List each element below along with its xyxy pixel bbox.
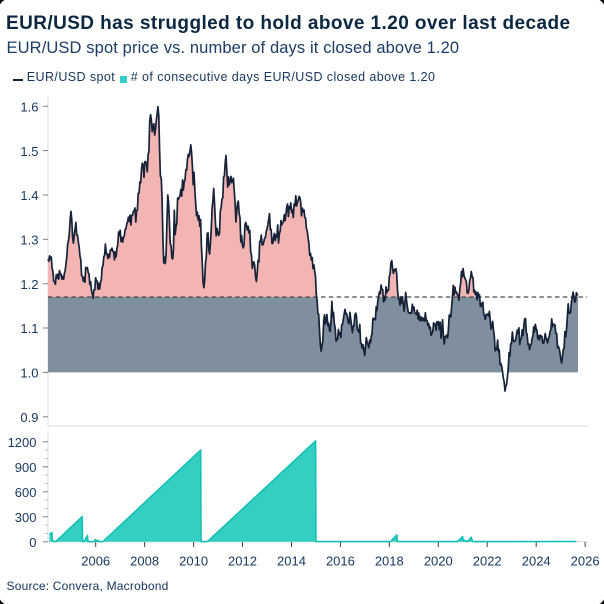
- svg-text:900: 900: [15, 460, 37, 475]
- svg-text:1.4: 1.4: [20, 188, 38, 203]
- svg-text:2016: 2016: [326, 554, 355, 569]
- svg-text:1.2: 1.2: [20, 277, 38, 292]
- svg-text:2026: 2026: [571, 554, 600, 569]
- svg-text:2010: 2010: [179, 554, 208, 569]
- svg-text:2008: 2008: [130, 554, 159, 569]
- svg-text:2018: 2018: [375, 554, 404, 569]
- svg-text:0: 0: [29, 535, 36, 550]
- svg-text:0.9: 0.9: [20, 410, 38, 425]
- svg-text:300: 300: [15, 510, 37, 525]
- svg-text:2022: 2022: [473, 554, 502, 569]
- svg-text:1.6: 1.6: [20, 100, 38, 115]
- svg-text:2014: 2014: [277, 554, 306, 569]
- svg-text:2012: 2012: [228, 554, 257, 569]
- svg-text:1.5: 1.5: [20, 144, 38, 159]
- svg-text:1200: 1200: [8, 435, 37, 450]
- svg-text:2006: 2006: [81, 554, 110, 569]
- svg-text:1.3: 1.3: [20, 233, 38, 248]
- svg-text:600: 600: [15, 485, 37, 500]
- svg-text:1.0: 1.0: [20, 366, 38, 381]
- svg-text:2024: 2024: [522, 554, 551, 569]
- svg-text:1.1: 1.1: [20, 321, 38, 336]
- svg-text:2020: 2020: [424, 554, 453, 569]
